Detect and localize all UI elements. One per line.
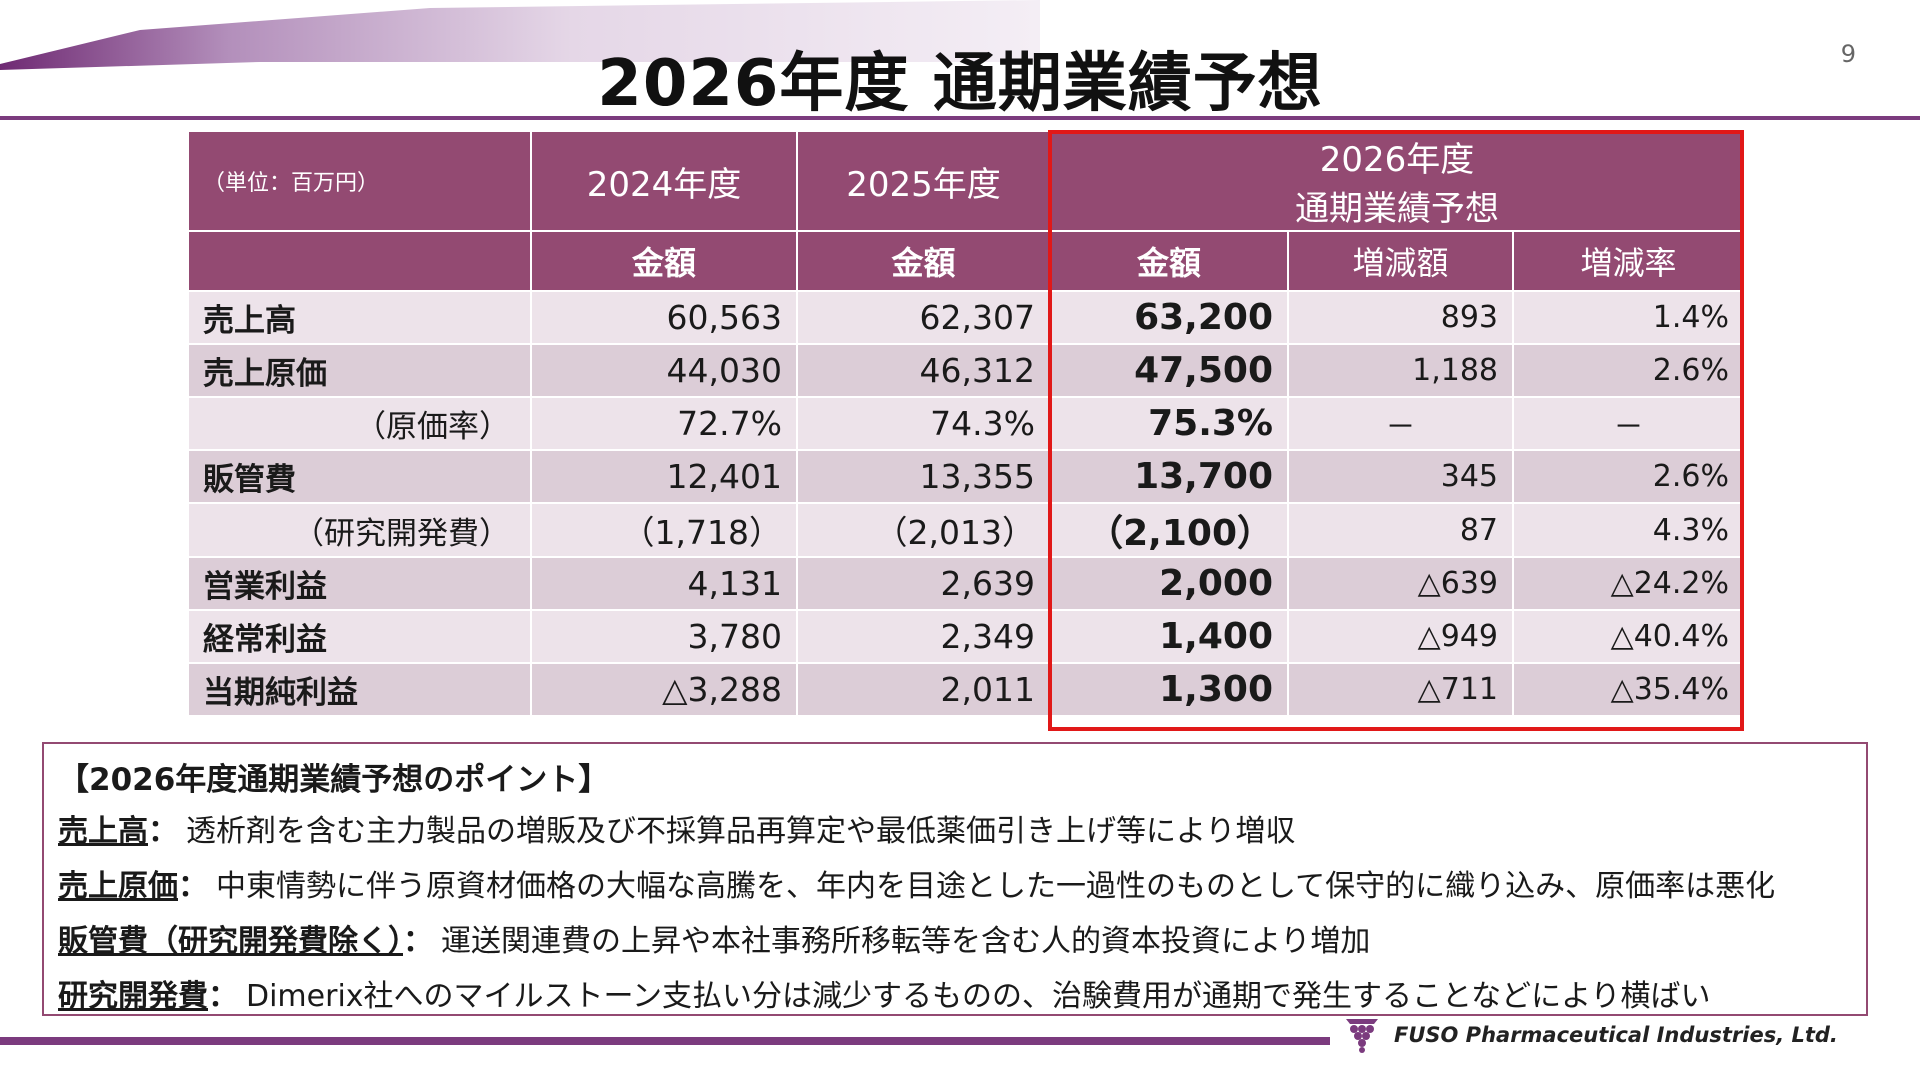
grape-cluster-icon [1346,1019,1378,1053]
cell-change-rate: △24.2% [1512,556,1745,611]
cell-change: 1,188 [1287,343,1514,398]
cell-change-rate: △40.4% [1512,609,1745,664]
forecast-points-box: 【2026年度通期業績予想のポイント】 売上高： 透析剤を含む主力製品の増販及び不… [42,742,1868,1016]
cell-fy2026: 13,700 [1049,449,1289,504]
cell-fy2025: 74.3% [796,396,1051,451]
company-name: FUSO Pharmaceutical Industries, Ltd. [1394,1023,1838,1047]
row-label: 営業利益 [187,556,532,611]
cell-change: 893 [1287,290,1514,345]
cell-fy2025: 13,355 [796,449,1051,504]
table-row: 経常利益 3,780 2,349 1,400 △949 △40.4% [187,609,1745,664]
point-term: 売上原価 [58,869,178,904]
table-row: （研究開発費） （1,718） （2,013） （2,100） 87 4.3% [187,502,1745,558]
point-text: 中東情勢に伴う原資材価格の大幅な高騰を、年内を目途とした一過性のものとして保守的… [216,869,1776,904]
cell-change: △639 [1287,556,1514,611]
header-decoration-mask [0,62,1040,118]
cell-change-rate: △35.4% [1512,662,1745,717]
cell-fy2024: 3,780 [530,609,798,664]
point-text: Dimerix社へのマイルストーン支払い分は減少するものの、治験費用が通期で発生… [246,979,1711,1014]
company-logo: FUSO Pharmaceutical Industries, Ltd. [1340,1015,1900,1055]
row-label: 販管費 [187,449,532,504]
cell-change: 345 [1287,449,1514,504]
table-header-row: （単位：百万円） 2024年度 2025年度 2026年度 通期業績予想 [187,130,1745,232]
header-rule [0,116,1920,120]
row-label: （原価率） [187,396,532,451]
table-subheader-row: 金額 金額 金額 増減額 増減率 [187,230,1745,292]
subheader-change-rate: 増減率 [1512,230,1745,292]
cell-fy2024: 12,401 [530,449,798,504]
cell-fy2026: 75.3% [1049,396,1289,451]
cell-fy2026: （2,100） [1049,502,1289,558]
row-label: 経常利益 [187,609,532,664]
point-term: 販管費（研究開発費除く） [58,924,403,959]
table-row: 売上原価 44,030 46,312 47,500 1,188 2.6% [187,343,1745,398]
points-title: 【2026年度通期業績予想のポイント】 [58,762,610,798]
financial-forecast-table: （単位：百万円） 2024年度 2025年度 2026年度 通期業績予想 金額 … [187,130,1745,717]
point-separator: ： [208,979,238,1014]
table-row: 売上高 60,563 62,307 63,200 893 1.4% [187,290,1745,345]
point-item: 売上高： 透析剤を含む主力製品の増販及び不採算品再算定や最低薬価引き上げ等により増… [58,811,1852,853]
table-row: 営業利益 4,131 2,639 2,000 △639 △24.2% [187,556,1745,611]
footer-rule [0,1037,1330,1045]
table-row: 販管費 12,401 13,355 13,700 345 2.6% [187,449,1745,504]
subheader-amount-2024: 金額 [530,230,798,292]
subheader-amount-2025: 金額 [796,230,1051,292]
cell-change-rate: 2.6% [1512,343,1745,398]
cell-fy2025: 2,639 [796,556,1051,611]
row-label: 当期純利益 [187,662,532,717]
cell-fy2026: 47,500 [1049,343,1289,398]
cell-fy2024: 4,131 [530,556,798,611]
table-row: 当期純利益 △3,288 2,011 1,300 △711 △35.4% [187,662,1745,717]
cell-fy2025: 62,307 [796,290,1051,345]
cell-fy2025: 2,011 [796,662,1051,717]
cell-change-rate: 1.4% [1512,290,1745,345]
row-label: 売上高 [187,290,532,345]
cell-fy2025: （2,013） [796,502,1051,558]
point-item: 販管費（研究開発費除く）： 運送関連費の上昇や本社事務所移転等を含む人的資本投資に… [58,921,1852,963]
row-label: 売上原価 [187,343,532,398]
header-fy2026-forecast: 2026年度 通期業績予想 [1049,130,1745,232]
point-term: 売上高 [58,814,148,849]
point-separator: ： [148,814,178,849]
cell-fy2026: 63,200 [1049,290,1289,345]
table-row: （原価率） 72.7% 74.3% 75.3% － － [187,396,1745,451]
point-item: 売上原価： 中東情勢に伴う原資材価格の大幅な高騰を、年内を目途とした一過性のものと… [58,866,1852,908]
cell-change-rate: － [1512,396,1745,451]
cell-change: － [1287,396,1514,451]
forecast-year-label: 2026年度 [1319,140,1475,180]
subheader-empty [187,230,532,292]
page-title: 2026年度 通期業績予想 [597,47,1323,121]
point-text: 透析剤を含む主力製品の増販及び不採算品再算定や最低薬価引き上げ等により増収 [186,814,1296,849]
point-term: 研究開発費 [58,979,208,1014]
subheader-amount-2026: 金額 [1049,230,1289,292]
point-separator: ： [403,924,433,959]
cell-fy2026: 2,000 [1049,556,1289,611]
header-fy2025: 2025年度 [796,130,1051,232]
cell-fy2024: （1,718） [530,502,798,558]
cell-change: 87 [1287,502,1514,558]
header-fy2024: 2024年度 [530,130,798,232]
point-item: 研究開発費： Dimerix社へのマイルストーン支払い分は減少するものの、治験費用… [58,976,1852,1018]
cell-change: △711 [1287,662,1514,717]
row-label: （研究開発費） [187,502,532,558]
point-text: 運送関連費の上昇や本社事務所移転等を含む人的資本投資により増加 [441,924,1371,959]
subheader-change: 増減額 [1287,230,1514,292]
page-number: 9 [1840,40,1856,68]
cell-fy2025: 46,312 [796,343,1051,398]
cell-fy2024: 72.7% [530,396,798,451]
cell-change-rate: 2.6% [1512,449,1745,504]
cell-change-rate: 4.3% [1512,502,1745,558]
unit-label: （単位：百万円） [187,130,532,232]
cell-fy2026: 1,400 [1049,609,1289,664]
cell-fy2024: 44,030 [530,343,798,398]
cell-fy2025: 2,349 [796,609,1051,664]
point-separator: ： [178,869,208,904]
forecast-title-label: 通期業績予想 [1295,189,1499,229]
cell-change: △949 [1287,609,1514,664]
cell-fy2024: 60,563 [530,290,798,345]
cell-fy2024: △3,288 [530,662,798,717]
cell-fy2026: 1,300 [1049,662,1289,717]
